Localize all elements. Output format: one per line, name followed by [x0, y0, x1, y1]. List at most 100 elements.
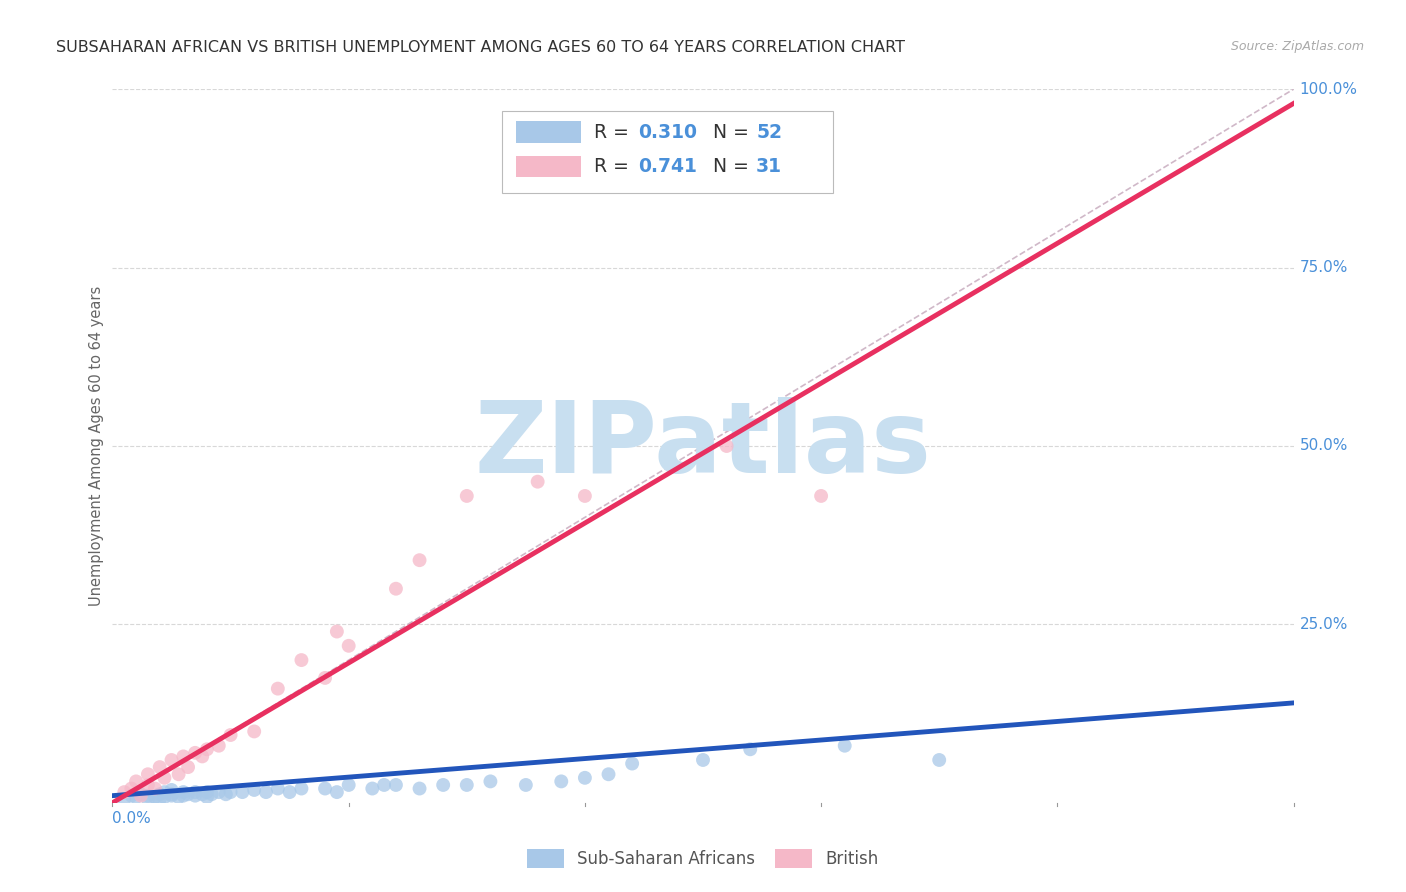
Point — [267, 781, 290, 796]
Point — [191, 749, 214, 764]
Point — [195, 790, 218, 805]
Point — [136, 778, 159, 792]
Point — [160, 783, 183, 797]
Point — [598, 767, 620, 781]
Point — [326, 785, 349, 799]
Point — [219, 728, 242, 742]
Point — [574, 489, 596, 503]
Point — [153, 790, 176, 805]
Point — [191, 787, 214, 801]
Point — [314, 671, 336, 685]
Point — [385, 778, 408, 792]
Point — [243, 724, 266, 739]
Point — [526, 475, 548, 489]
Point — [172, 789, 194, 803]
Text: 52: 52 — [756, 122, 782, 142]
Point — [740, 742, 762, 756]
Point — [125, 774, 148, 789]
Text: R =: R = — [595, 122, 636, 142]
Point — [160, 787, 183, 801]
Point — [136, 789, 159, 803]
Point — [515, 778, 537, 792]
Point — [172, 749, 194, 764]
Point — [574, 771, 596, 785]
FancyBboxPatch shape — [502, 111, 832, 193]
Text: 0.310: 0.310 — [638, 122, 697, 142]
Text: 25.0%: 25.0% — [1299, 617, 1348, 632]
Point — [621, 756, 644, 771]
Point — [160, 753, 183, 767]
Point — [201, 787, 224, 801]
Point — [184, 789, 207, 803]
Point — [692, 753, 714, 767]
Point — [177, 787, 200, 801]
Point — [143, 790, 166, 805]
Legend: Sub-Saharan Africans, British: Sub-Saharan Africans, British — [520, 842, 886, 875]
Point — [208, 739, 231, 753]
Point — [219, 785, 242, 799]
Point — [129, 789, 152, 803]
Point — [215, 787, 238, 801]
Point — [834, 739, 856, 753]
Point — [143, 781, 166, 796]
Point — [120, 789, 142, 803]
Point — [456, 778, 478, 792]
Point — [928, 753, 950, 767]
Point — [149, 787, 172, 801]
Point — [184, 746, 207, 760]
Point — [337, 639, 360, 653]
Point — [267, 681, 290, 696]
Text: ZIPatlas: ZIPatlas — [475, 398, 931, 494]
Point — [195, 742, 218, 756]
Point — [195, 785, 218, 799]
Point — [129, 787, 152, 801]
Text: R =: R = — [595, 157, 636, 176]
Point — [112, 785, 135, 799]
Point — [136, 767, 159, 781]
Point — [290, 781, 312, 796]
Point — [479, 774, 502, 789]
Point — [125, 790, 148, 805]
Point — [149, 792, 172, 806]
Text: 75.0%: 75.0% — [1299, 260, 1348, 275]
Point — [278, 785, 301, 799]
Point — [184, 785, 207, 799]
Point — [361, 781, 384, 796]
Point — [373, 778, 395, 792]
Point — [337, 778, 360, 792]
Point — [314, 781, 336, 796]
Point — [408, 553, 430, 567]
Text: N =: N = — [700, 122, 755, 142]
Point — [432, 778, 454, 792]
Text: 50.0%: 50.0% — [1299, 439, 1348, 453]
Point — [550, 774, 572, 789]
Point — [290, 653, 312, 667]
Text: 0.0%: 0.0% — [112, 812, 152, 826]
Point — [456, 489, 478, 503]
Point — [385, 582, 408, 596]
Point — [326, 624, 349, 639]
Point — [120, 781, 142, 796]
Point — [167, 767, 190, 781]
Point — [153, 785, 176, 799]
Point — [149, 760, 172, 774]
FancyBboxPatch shape — [516, 155, 581, 177]
Point — [153, 771, 176, 785]
Point — [208, 785, 231, 799]
Point — [112, 792, 135, 806]
Text: 100.0%: 100.0% — [1299, 82, 1357, 96]
Text: 0.741: 0.741 — [638, 157, 697, 176]
Point — [167, 790, 190, 805]
Point — [243, 783, 266, 797]
Point — [254, 785, 277, 799]
Y-axis label: Unemployment Among Ages 60 to 64 years: Unemployment Among Ages 60 to 64 years — [89, 285, 104, 607]
Point — [160, 789, 183, 803]
Text: SUBSAHARAN AFRICAN VS BRITISH UNEMPLOYMENT AMONG AGES 60 TO 64 YEARS CORRELATION: SUBSAHARAN AFRICAN VS BRITISH UNEMPLOYME… — [56, 40, 905, 55]
Point — [716, 439, 738, 453]
Text: N =: N = — [700, 157, 755, 176]
Point — [136, 792, 159, 806]
Point — [408, 781, 430, 796]
Text: Source: ZipAtlas.com: Source: ZipAtlas.com — [1230, 40, 1364, 54]
Text: 31: 31 — [756, 157, 782, 176]
Point — [172, 785, 194, 799]
